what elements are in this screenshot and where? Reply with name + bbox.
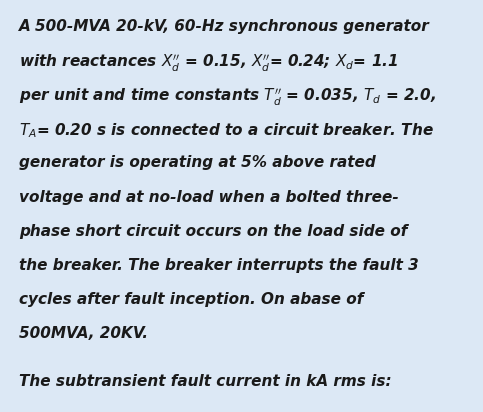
- Text: $T_A$= 0.20 s is connected to a circuit breaker. The: $T_A$= 0.20 s is connected to a circuit …: [19, 121, 434, 140]
- Text: 500MVA, 20KV.: 500MVA, 20KV.: [19, 326, 148, 341]
- Text: generator is operating at 5% above rated: generator is operating at 5% above rated: [19, 155, 376, 170]
- Text: per unit and time constants $T_d^{\prime\prime}$ = 0.035, $T_d$ = 2.0,: per unit and time constants $T_d^{\prime…: [19, 87, 437, 108]
- Text: A 500-MVA 20-kV, 60-Hz synchronous generator: A 500-MVA 20-kV, 60-Hz synchronous gener…: [19, 19, 430, 33]
- Text: the breaker. The breaker interrupts the fault 3: the breaker. The breaker interrupts the …: [19, 258, 419, 273]
- Text: phase short circuit occurs on the load side of: phase short circuit occurs on the load s…: [19, 224, 408, 239]
- Text: The subtransient fault current in kA rms is:: The subtransient fault current in kA rms…: [19, 374, 392, 389]
- Text: cycles after fault inception. On abase of: cycles after fault inception. On abase o…: [19, 292, 364, 307]
- Text: voltage and at no-load when a bolted three-: voltage and at no-load when a bolted thr…: [19, 190, 399, 204]
- Text: with reactances $X_d^{\prime\prime}$ = 0.15, $X_{d}^{\prime\prime}$= 0.24; $X_d$: with reactances $X_d^{\prime\prime}$ = 0…: [19, 53, 398, 74]
